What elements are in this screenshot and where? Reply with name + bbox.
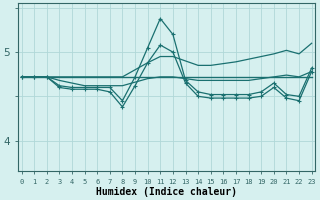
- X-axis label: Humidex (Indice chaleur): Humidex (Indice chaleur): [96, 186, 237, 197]
